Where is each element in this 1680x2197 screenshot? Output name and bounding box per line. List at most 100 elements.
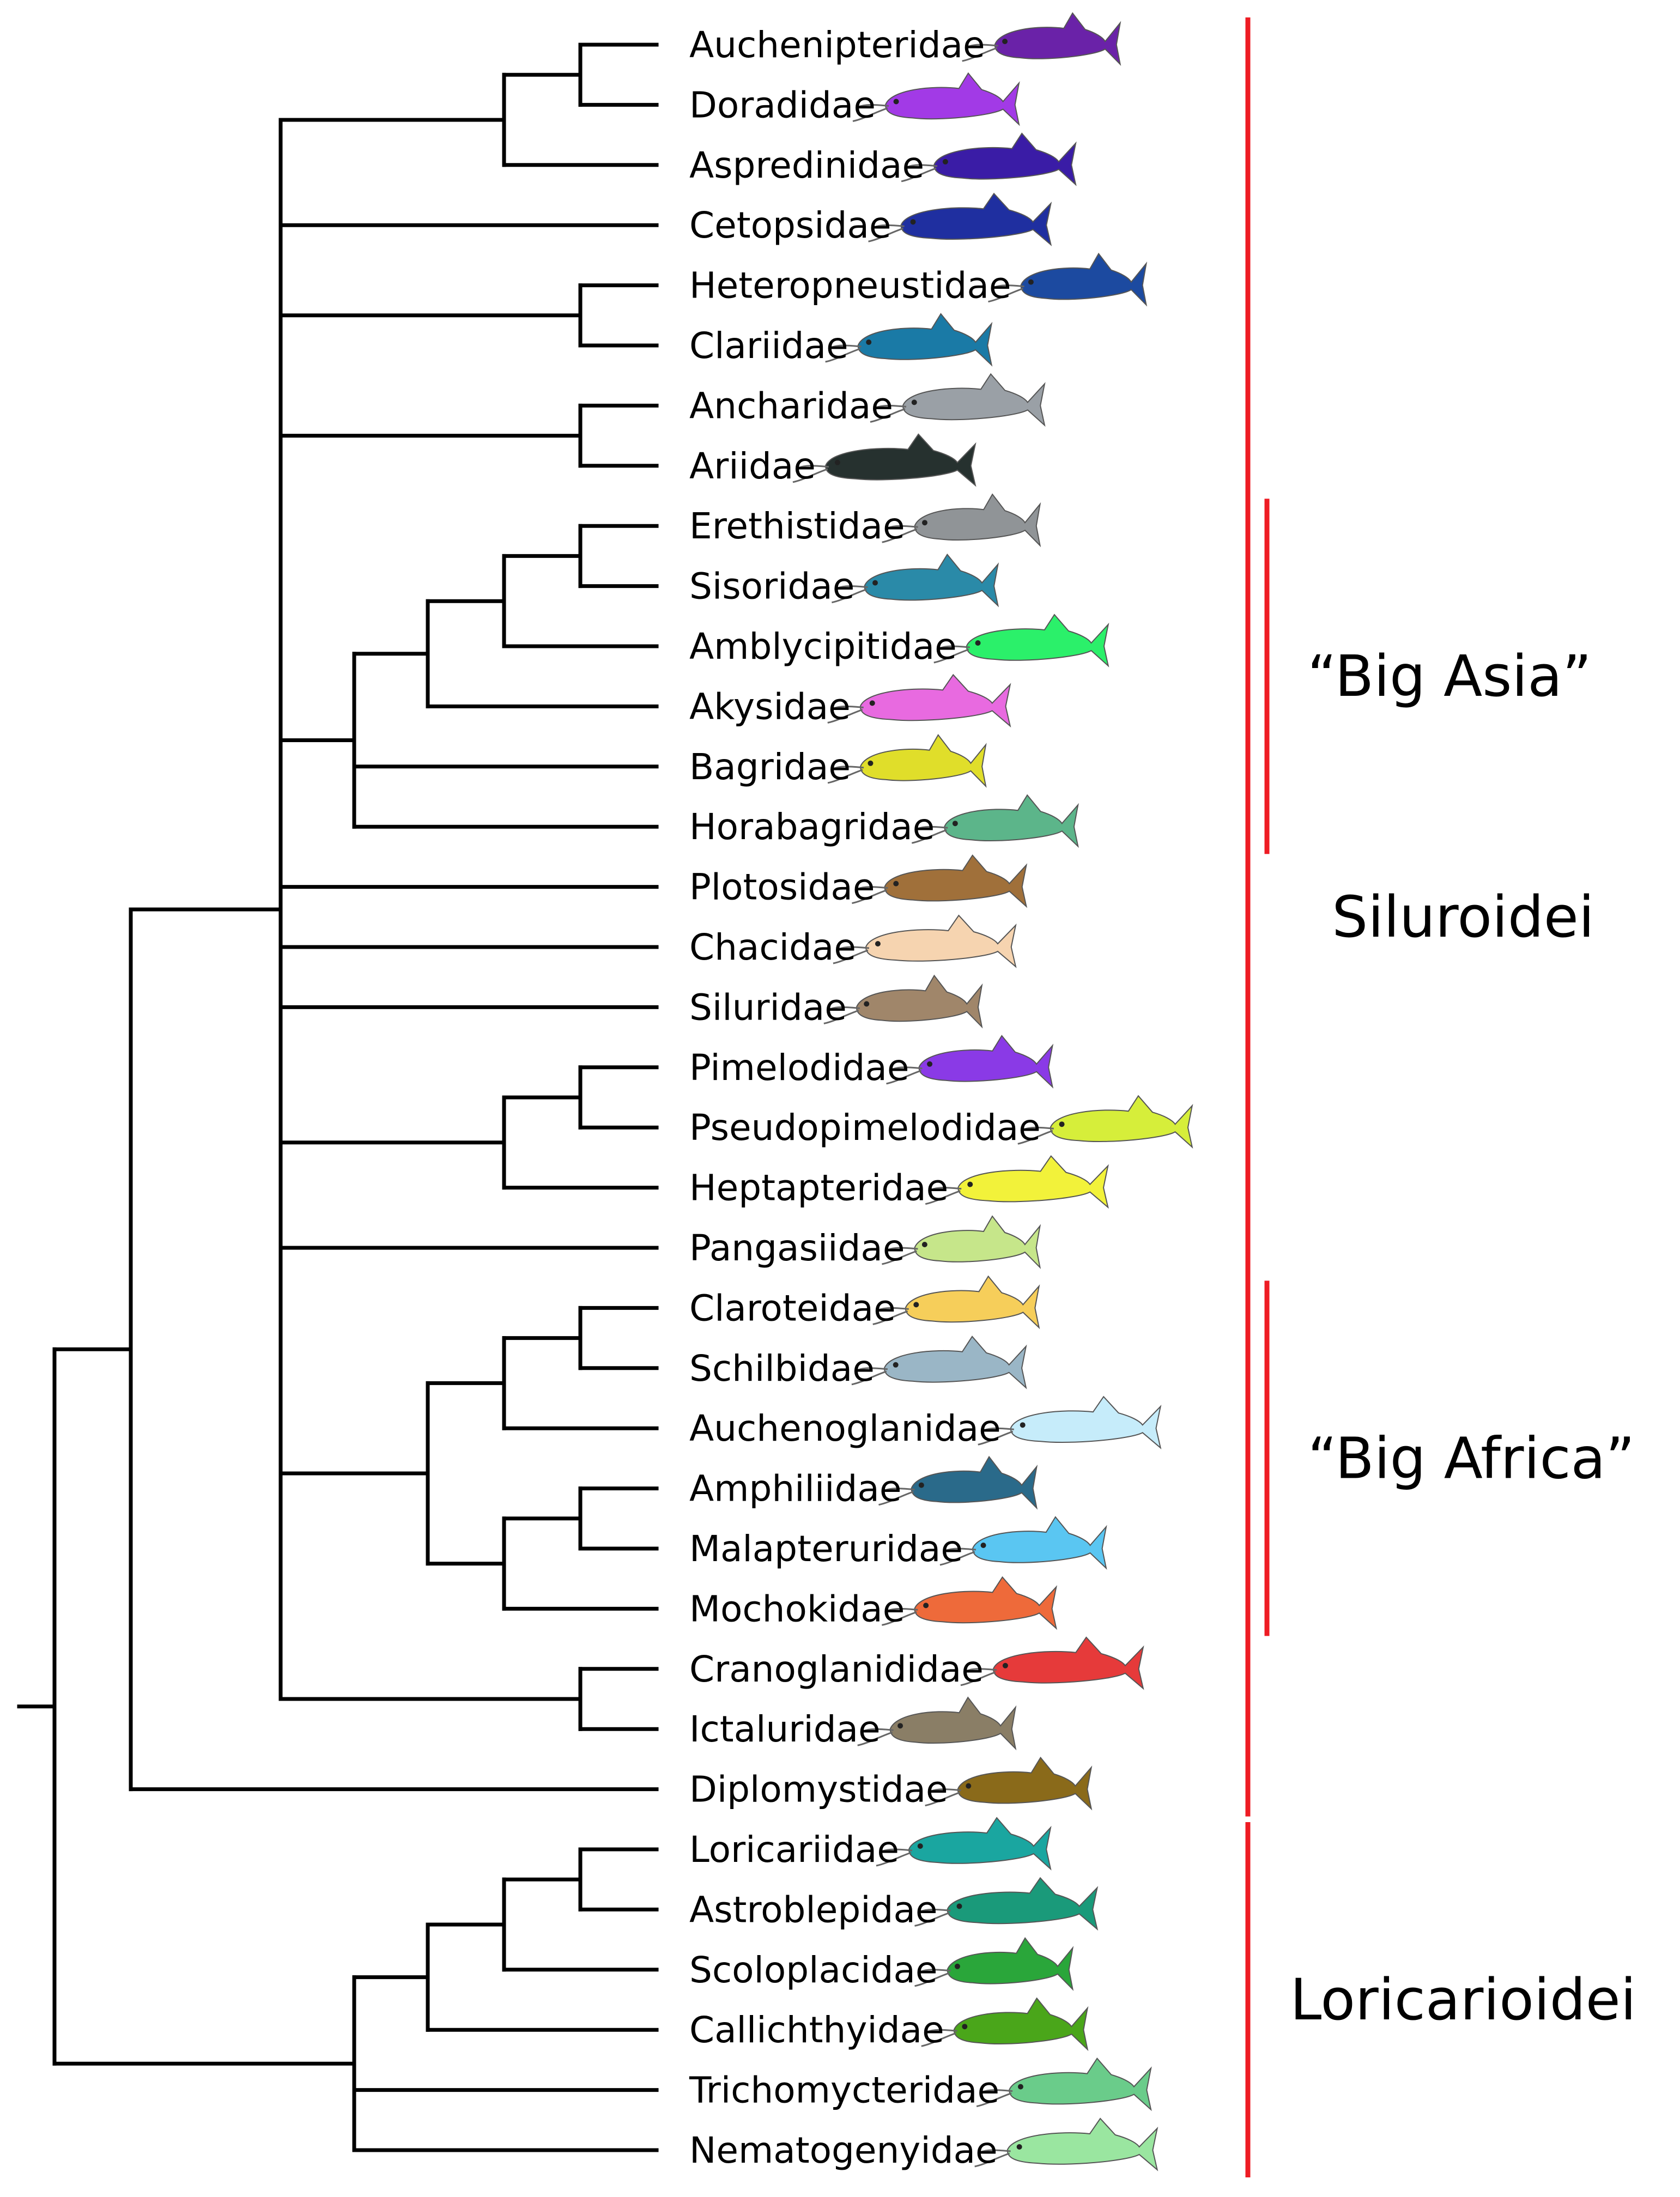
fish-body: [966, 614, 1109, 667]
taxon-label-trichomycteridae: Trichomycteridae: [689, 2069, 999, 2111]
fish-eye: [911, 399, 917, 405]
fish-eye: [913, 1302, 919, 1308]
fish-barbel: [857, 1728, 894, 1746]
fish-eye: [866, 339, 872, 345]
fish-icon-malapteruridae: [939, 1516, 1107, 1570]
taxon-label-scoloplacidae: Scoloplacidae: [689, 1949, 938, 1991]
fish-eye: [869, 700, 875, 706]
fish-icon-heteropneustidae: [988, 252, 1148, 307]
fish-body: [944, 794, 1079, 848]
fish-eye: [966, 1783, 972, 1789]
fish-icon-loricariidae: [876, 1817, 1052, 1871]
fish-eye: [1059, 1121, 1065, 1127]
taxon-label-loricariidae: Loricariidae: [689, 1829, 899, 1871]
fish-body: [914, 1215, 1041, 1270]
fish-eye: [872, 580, 878, 586]
fish-eye: [893, 99, 899, 105]
fish-icon-ariidae: [792, 433, 977, 487]
fish-barbel: [960, 1668, 997, 1686]
fish-eye: [1028, 279, 1034, 285]
fish-barbel: [911, 826, 948, 844]
fish-icon-akysidae: [827, 673, 1011, 728]
fish-eye: [1002, 39, 1008, 44]
clade-label-0: Siluroidei: [1332, 884, 1594, 950]
taxon-label-pangasiidae: Pangasiidae: [689, 1227, 905, 1269]
fish-barbel: [882, 1247, 918, 1265]
fish-barbel: [823, 1006, 860, 1024]
fish-icon-scoloplacidae: [914, 1937, 1074, 1991]
taxon-labels: Auchenipteridae Doradidae Aspredinidae Ceto…: [689, 24, 1041, 2171]
taxon-label-schilbidae: Schilbidae: [689, 1348, 875, 1389]
fish-eye: [893, 1362, 899, 1368]
fish-icon-plotosidae: [852, 854, 1028, 908]
taxon-label-heteropneustidae: Heteropneustidae: [689, 265, 1011, 307]
fish-icon-callichthyidae: [921, 1997, 1089, 2052]
fish-barbel: [914, 1969, 951, 1987]
fish-eye: [921, 1242, 927, 1247]
taxon-label-claroteidae: Claroteidae: [689, 1287, 896, 1329]
clade-annotations: Siluroidei “Big Asia” “Big Africa” Loricari…: [1245, 17, 1636, 2177]
fish-eye: [923, 1603, 929, 1609]
fish-icon-mochokidae: [882, 1576, 1057, 1630]
fish-body: [957, 1756, 1093, 1811]
fish-barbel: [872, 1307, 909, 1325]
fish-icon-pangasiidae: [882, 1215, 1041, 1270]
taxon-label-heptapteridae: Heptapteridae: [689, 1167, 948, 1209]
fish-eye: [868, 760, 874, 766]
clade-label-2: “Big Africa”: [1308, 1425, 1635, 1491]
taxon-label-auchenipteridae: Auchenipteridae: [689, 24, 985, 66]
fish-barbel: [901, 164, 938, 183]
fish-barbel: [832, 585, 868, 604]
fish-body: [914, 1576, 1057, 1630]
taxon-label-diplomystidae: Diplomystidae: [689, 1769, 948, 1811]
fish-barbel: [868, 224, 905, 242]
fish-body: [1006, 2117, 1159, 2171]
fish-barbel: [870, 404, 907, 423]
taxon-label-amblycipitidae: Amblycipitidae: [689, 626, 957, 667]
fish-eye: [1017, 2084, 1023, 2090]
fish-icon-doradidae: [852, 72, 1020, 126]
fish-icon-horabagridae: [911, 794, 1079, 848]
clade-label-3: Loricarioidei: [1290, 1967, 1636, 2033]
fish-eye: [910, 219, 916, 225]
taxon-label-malapteruridae: Malapteruridae: [689, 1528, 963, 1570]
taxon-label-sisoridae: Sisoridae: [689, 566, 854, 608]
fish-icon-auchenipteridae: [962, 12, 1121, 66]
fish-icon-erethistidae: [882, 493, 1041, 548]
taxon-label-ancharidae: Ancharidae: [689, 385, 893, 427]
fish-body: [933, 132, 1077, 186]
fish-eye: [897, 1723, 903, 1729]
fish-eye: [1020, 1422, 1026, 1428]
fish-eye: [952, 821, 958, 827]
clade-label-1: “Big Asia”: [1307, 643, 1592, 709]
fish-eye: [954, 1963, 960, 1969]
fish-body: [902, 373, 1046, 427]
tree-branches: [17, 43, 659, 2152]
fish-eye: [893, 881, 899, 887]
fish-eye: [875, 941, 881, 946]
fish-body: [824, 433, 977, 487]
fish-icon-heptapteridae: [925, 1155, 1109, 1209]
taxon-label-nematogenyidae: Nematogenyidae: [689, 2129, 998, 2171]
fish-barbel: [886, 1066, 923, 1085]
taxon-label-pimelodidae: Pimelodidae: [689, 1047, 909, 1089]
fish-barbel: [878, 1488, 915, 1506]
fish-barbel: [925, 1187, 962, 1205]
taxon-label-amphiliidae: Amphiliidae: [689, 1468, 901, 1510]
fish-icon-siluridae: [823, 974, 983, 1029]
fish-body: [918, 1035, 1054, 1089]
taxon-label-siluridae: Siluridae: [689, 986, 847, 1028]
fish-icon-cetopsidae: [868, 192, 1052, 246]
taxon-label-clariidae: Clariidae: [689, 325, 848, 367]
fish-body: [884, 72, 1020, 126]
fish-body: [1010, 1395, 1162, 1449]
fish-barbel: [882, 525, 918, 543]
fish-barbel: [792, 465, 829, 483]
taxon-label-plotosidae: Plotosidae: [689, 866, 875, 908]
fish-body: [994, 12, 1121, 66]
fish-icon-nematogenyidae: [974, 2117, 1159, 2171]
fish-barbel: [914, 1908, 951, 1927]
fish-barbel: [976, 2089, 1013, 2108]
fish-body: [947, 1937, 1074, 1991]
